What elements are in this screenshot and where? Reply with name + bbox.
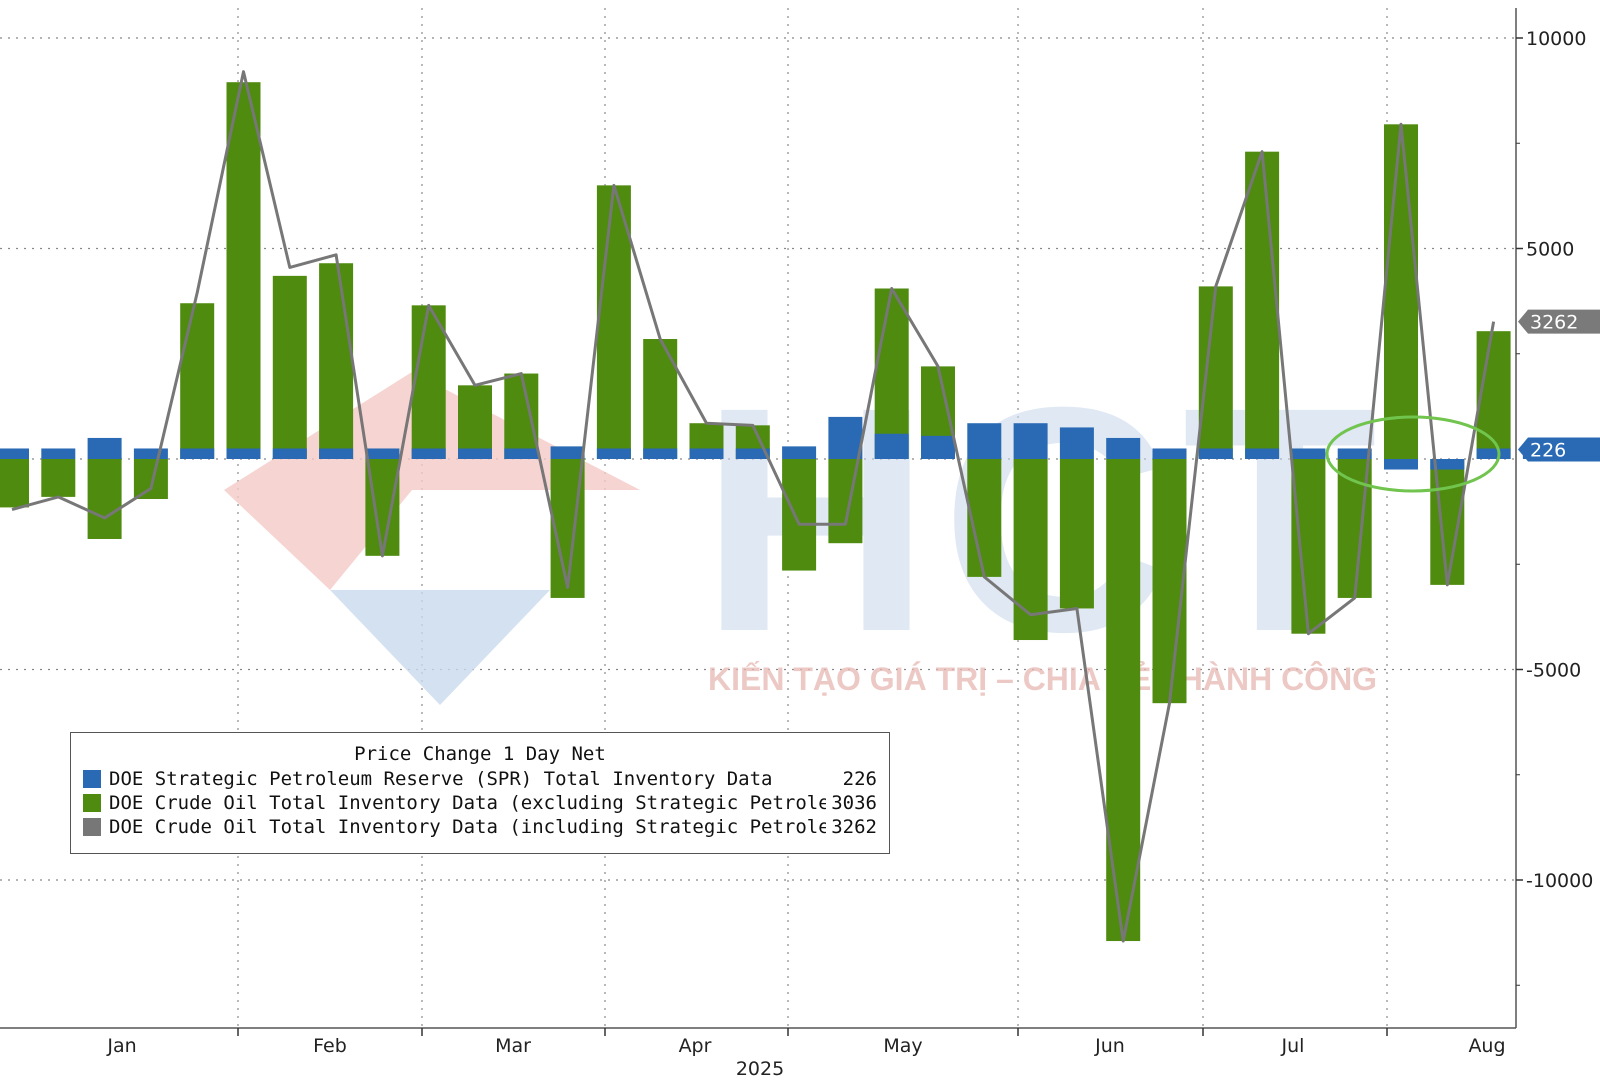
bar-spr-26 xyxy=(1198,448,1233,459)
bar-crude-ex-spr-0 xyxy=(0,459,29,508)
bar-spr-7 xyxy=(319,448,354,459)
bar-spr-20 xyxy=(921,435,955,459)
legend-label-spr: DOE Strategic Petroleum Reserve (SPR) To… xyxy=(109,768,773,790)
callout-spr-label: 226 xyxy=(1530,439,1566,461)
watermark-tagline: KIẾN TẠO GIÁ TRỊ – CHIA SẺ THÀNH CÔNG xyxy=(708,661,1377,697)
bar-spr-15 xyxy=(689,448,724,459)
bar-spr-17 xyxy=(782,446,817,459)
bar-spr-13 xyxy=(596,448,631,459)
bar-spr-25 xyxy=(1152,448,1187,459)
bar-spr-6 xyxy=(272,448,307,459)
y-tick-label-3: -10000 xyxy=(1526,870,1593,892)
watermark-tri-bottom xyxy=(330,590,550,705)
bar-spr-29 xyxy=(1337,448,1372,459)
bar-spr-16 xyxy=(735,448,770,459)
x-tick-label-3: Apr xyxy=(679,1035,712,1057)
bar-crude-ex-spr-11 xyxy=(504,373,539,459)
legend-row-spr: DOE Strategic Petroleum Reserve (SPR) To… xyxy=(83,767,877,791)
x-tick-label-7: Aug xyxy=(1468,1035,1505,1057)
legend-title: Price Change 1 Day Net xyxy=(354,743,606,765)
bar-crude-ex-spr-21 xyxy=(967,459,1002,577)
bar-crude-ex-spr-30 xyxy=(1384,124,1418,460)
bar-crude-ex-spr-32 xyxy=(1476,331,1511,459)
x-tick-label-2: Mar xyxy=(495,1035,531,1057)
bar-spr-12 xyxy=(550,446,585,459)
bar-crude-ex-spr-4 xyxy=(180,303,215,459)
bar-spr-21 xyxy=(967,423,1002,459)
bar-spr-0 xyxy=(0,448,29,459)
x-tick-label-6: Jul xyxy=(1281,1035,1305,1057)
legend: Price Change 1 Day Net DOE Strategic Pet… xyxy=(70,732,890,854)
callout-crude-incl-spr-box xyxy=(1518,309,1600,334)
bar-crude-ex-spr-17 xyxy=(782,459,817,571)
callout-spr-box xyxy=(1518,437,1600,462)
bar-crude-ex-spr-25 xyxy=(1152,459,1187,704)
legend-value-crude-incl-spr: 3262 xyxy=(831,816,877,838)
bar-spr-32 xyxy=(1476,448,1511,459)
bar-spr-4 xyxy=(180,448,215,459)
bar-crude-ex-spr-19 xyxy=(874,288,909,459)
line-crude-incl-spr xyxy=(11,70,1496,943)
legend-label-crude-ex-spr: DOE Crude Oil Total Inventory Data (excl… xyxy=(109,792,827,814)
x-tick-label-4: May xyxy=(883,1035,922,1057)
bar-crude-ex-spr-2 xyxy=(87,459,122,539)
bar-spr-28 xyxy=(1291,448,1326,459)
legend-swatch-spr xyxy=(83,770,101,788)
bar-spr-2 xyxy=(87,437,122,459)
bar-spr-8 xyxy=(365,448,400,459)
y-tick-label-0: 10000 xyxy=(1526,28,1586,50)
bar-crude-ex-spr-14 xyxy=(643,339,678,459)
bar-crude-ex-spr-13 xyxy=(596,185,631,459)
bar-spr-18 xyxy=(828,416,863,459)
bar-crude-ex-spr-10 xyxy=(458,385,492,459)
legend-label-crude-incl-spr: DOE Crude Oil Total Inventory Data (incl… xyxy=(109,816,827,838)
bar-crude-ex-spr-27 xyxy=(1245,151,1280,460)
bar-crude-ex-spr-6 xyxy=(272,275,307,459)
bar-crude-ex-spr-24 xyxy=(1106,459,1141,942)
bar-crude-ex-spr-18 xyxy=(828,459,863,544)
bar-spr-1 xyxy=(41,448,76,459)
y-tick-label-1: 5000 xyxy=(1526,239,1574,261)
bar-crude-ex-spr-3 xyxy=(133,459,168,499)
legend-value-crude-ex-spr: 3036 xyxy=(831,792,877,814)
bar-spr-31 xyxy=(1430,459,1465,470)
legend-swatch-crude-ex-spr xyxy=(83,794,101,812)
bar-crude-ex-spr-26 xyxy=(1198,286,1233,459)
bar-spr-3 xyxy=(133,448,168,459)
bar-spr-9 xyxy=(411,448,446,459)
y-tick-label-2: -5000 xyxy=(1526,660,1581,682)
bar-spr-10 xyxy=(458,448,492,459)
highlight-ellipse xyxy=(1325,415,1501,493)
bar-spr-5 xyxy=(226,448,261,459)
watermark-tri-left xyxy=(224,372,412,590)
bar-crude-ex-spr-22 xyxy=(1013,459,1048,641)
bar-spr-24 xyxy=(1106,437,1141,459)
legend-value-spr: 226 xyxy=(842,768,877,790)
bar-crude-ex-spr-23 xyxy=(1059,459,1094,609)
legend-swatch-crude-incl-spr xyxy=(83,818,101,836)
callout-crude-incl-spr-label: 3262 xyxy=(1530,312,1578,334)
x-axis-year-label: 2025 xyxy=(736,1058,784,1080)
bar-spr-22 xyxy=(1013,423,1048,459)
bar-spr-11 xyxy=(504,448,539,459)
legend-row-crude-ex-spr: DOE Crude Oil Total Inventory Data (excl… xyxy=(83,791,877,815)
x-tick-label-5: Jun xyxy=(1094,1035,1125,1057)
bar-spr-19 xyxy=(874,433,909,459)
x-tick-label-1: Feb xyxy=(313,1035,347,1057)
x-tick-label-0: Jan xyxy=(106,1035,136,1057)
bar-crude-ex-spr-9 xyxy=(411,305,446,459)
bar-spr-14 xyxy=(643,448,678,459)
legend-row-crude-incl-spr: DOE Crude Oil Total Inventory Data (incl… xyxy=(83,815,877,839)
bar-crude-ex-spr-1 xyxy=(41,459,76,497)
bar-spr-30 xyxy=(1384,459,1418,470)
bar-spr-27 xyxy=(1245,448,1280,459)
bar-spr-23 xyxy=(1059,427,1094,459)
bar-crude-ex-spr-7 xyxy=(319,263,354,459)
bar-crude-ex-spr-28 xyxy=(1291,459,1326,634)
bar-crude-ex-spr-5 xyxy=(226,82,261,459)
